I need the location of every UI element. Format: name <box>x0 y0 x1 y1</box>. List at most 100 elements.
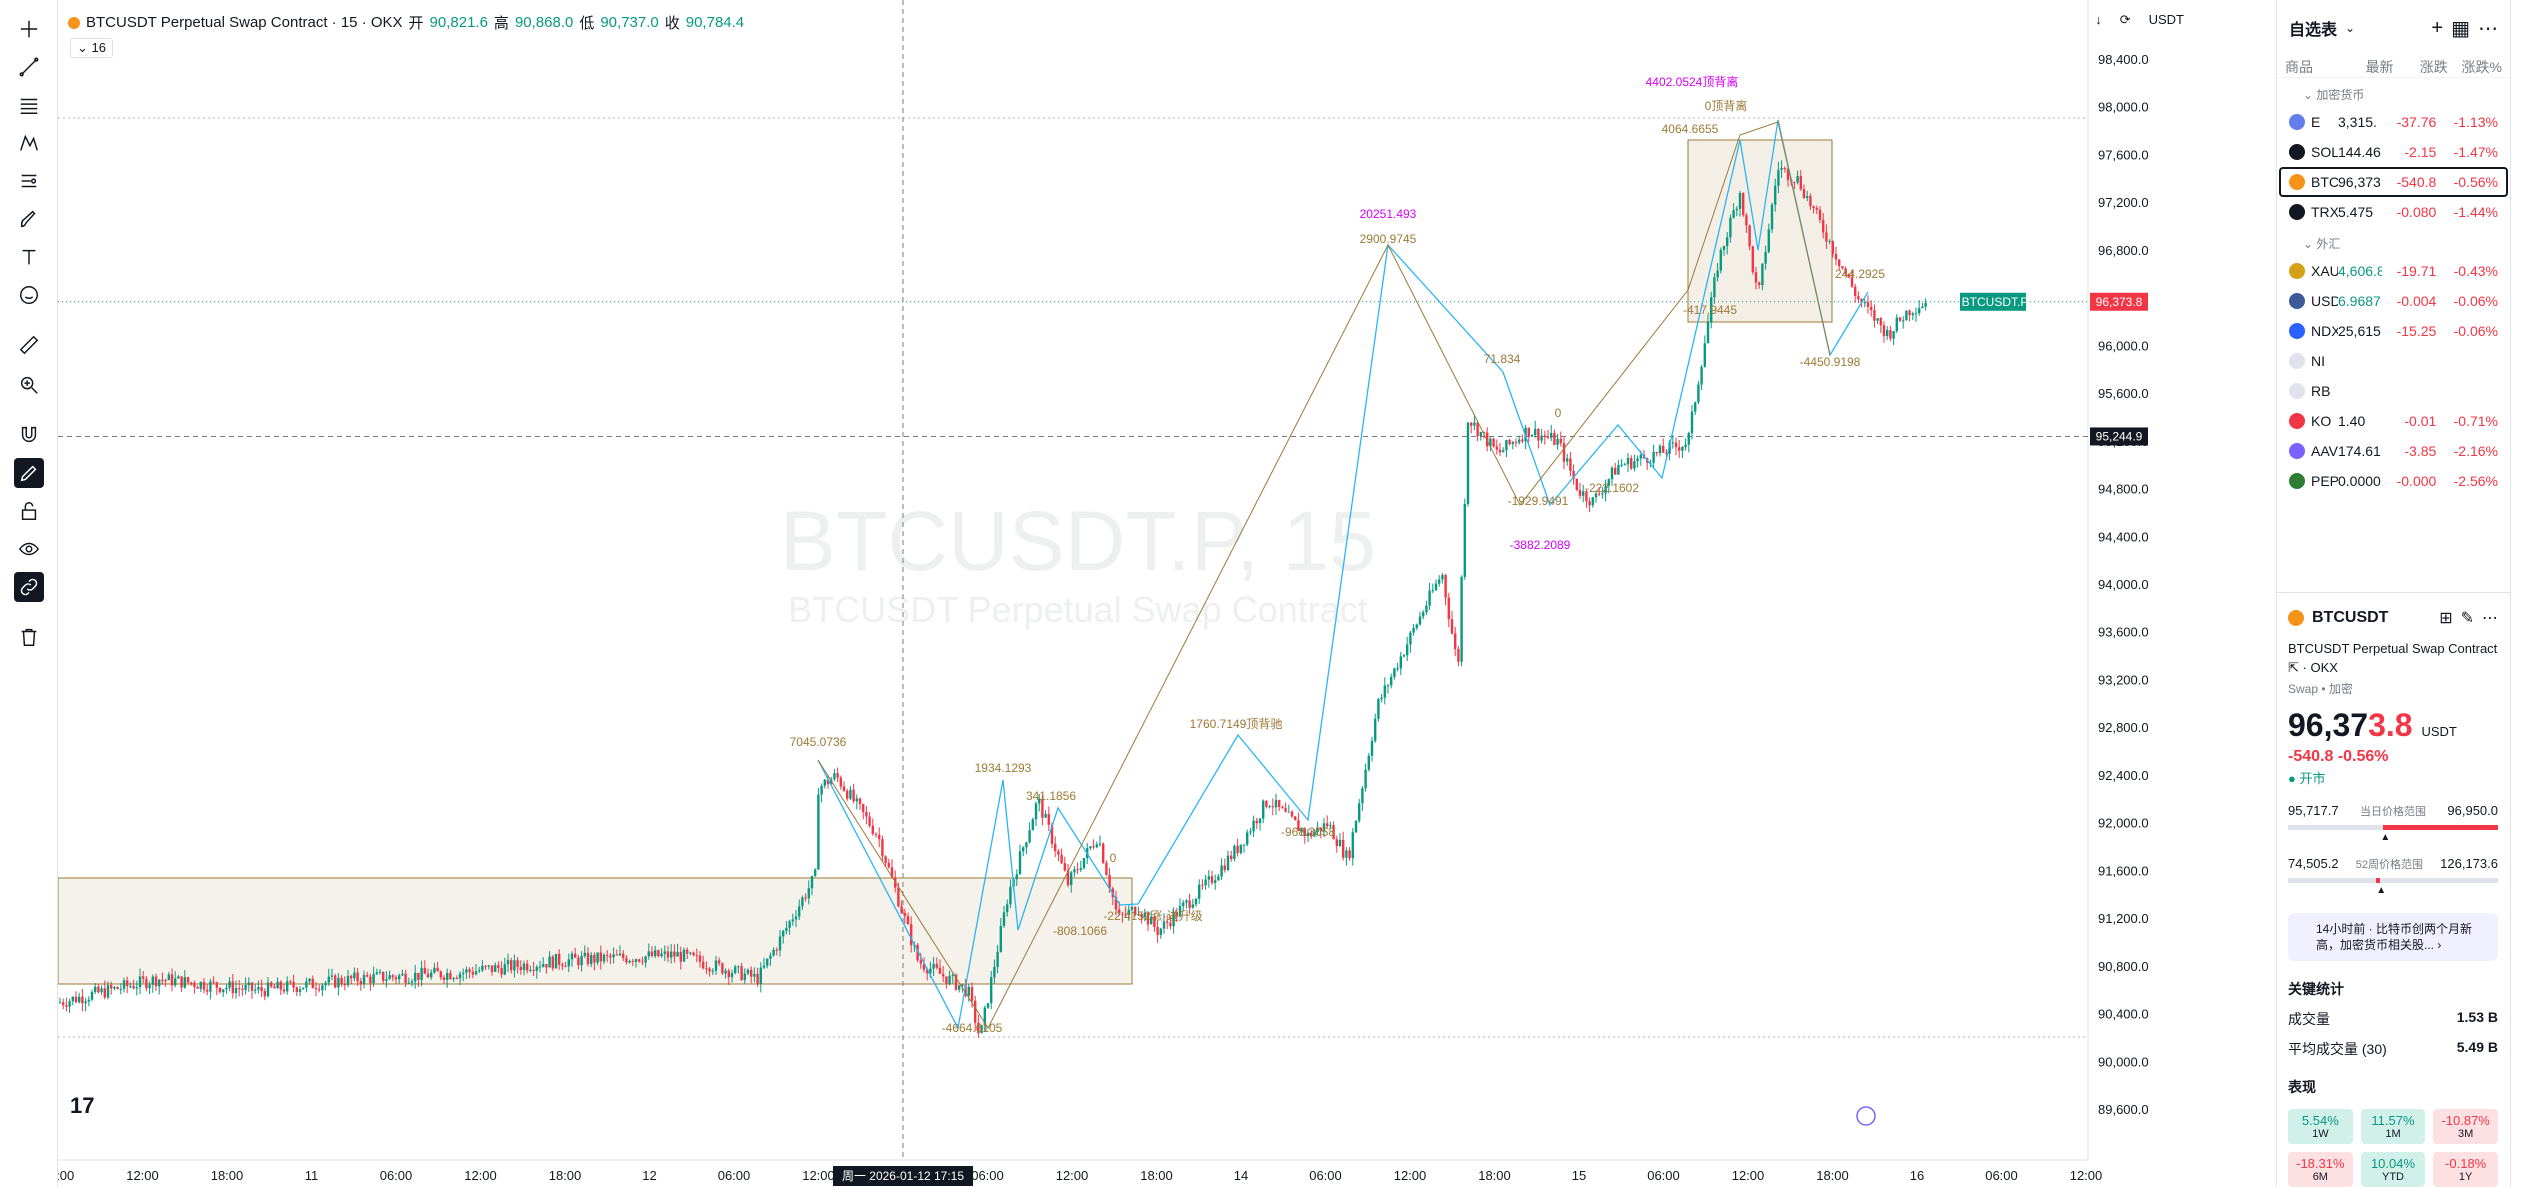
candle-body <box>1031 819 1034 831</box>
candle-body <box>74 996 78 1003</box>
flash-icon <box>1856 1106 1876 1126</box>
detail-exchange[interactable]: OKX <box>2310 660 2338 675</box>
watchlist-title[interactable]: 自选表 <box>2289 22 2338 39</box>
symbol-logo-icon <box>2289 293 2305 309</box>
col-change[interactable]: 涨跌 <box>2419 58 2448 75</box>
candle-body <box>241 989 244 991</box>
candle-body <box>1274 799 1278 808</box>
external-link-icon[interactable]: ⇱ <box>2288 660 2299 675</box>
news-text[interactable]: 14小时前 · 比特币创两个月新高，加密货币相关股... <box>2316 922 2473 952</box>
col-change-pct[interactable]: 涨跌% <box>2461 58 2502 75</box>
currency-selector[interactable]: USDT <box>2148 12 2184 27</box>
ruler-tool-icon[interactable] <box>14 330 44 360</box>
candle-body <box>321 985 324 991</box>
watchlist-row[interactable]: BTC 96,373 -540.8 -0.56% <box>2279 167 2508 197</box>
col-last[interactable]: 最新 <box>2365 58 2394 75</box>
perf-cell[interactable]: 10.04% YTD <box>2360 1152 2426 1187</box>
candle-body <box>1422 612 1425 617</box>
watchlist-row[interactable]: TRX 5.475 -0.080 -1.44% <box>2279 197 2508 227</box>
time-tick-label: 18:00 <box>1478 1168 1511 1183</box>
candle-body <box>1444 575 1447 598</box>
watchlist-section-header[interactable]: ⌄ 加密货币 <box>2303 88 2365 102</box>
candle-body <box>1751 246 1754 273</box>
indicator-collapse-button[interactable]: ⌄ 16 <box>70 38 113 58</box>
grid-icon[interactable]: ⊞ <box>2439 610 2453 627</box>
stay-drawing-icon[interactable] <box>14 458 44 488</box>
magnet-tool-icon[interactable] <box>14 420 44 450</box>
candle-body <box>180 976 183 988</box>
watchlist-row[interactable]: XAU 4,606.8 -19.71 -0.43% <box>2279 256 2508 286</box>
range-box <box>58 877 1133 985</box>
perf-cell[interactable]: 11.57% 1M <box>2360 1109 2426 1144</box>
arrow-down-icon[interactable]: ↓ <box>2095 12 2102 27</box>
watchlist-row[interactable]: NI <box>2279 346 2508 376</box>
candle-body <box>804 897 807 899</box>
watchlist-row[interactable]: PEPE0.0000 -0.000 -2.56% <box>2279 466 2508 496</box>
chevron-down-icon[interactable]: ⌄ <box>2345 21 2356 35</box>
more-icon[interactable]: ⋯ <box>2482 610 2498 627</box>
candle-body <box>986 1003 990 1008</box>
detail-symbol[interactable]: BTCUSDT <box>2312 609 2389 626</box>
candle-body <box>238 988 241 990</box>
crosshair-tool-icon[interactable] <box>14 14 44 44</box>
candle-body <box>567 959 570 967</box>
candle-body <box>1674 442 1678 448</box>
candle-body <box>1380 697 1383 700</box>
col-symbol[interactable]: 商品 <box>2285 58 2313 75</box>
refresh-icon[interactable]: ⟳ <box>2119 12 2131 27</box>
candle-body <box>1882 325 1886 337</box>
zoom-tool-icon[interactable] <box>14 370 44 400</box>
perf-cell[interactable]: 5.54% 1W <box>2288 1109 2353 1144</box>
emoji-tool-icon[interactable] <box>14 280 44 310</box>
chart-title[interactable]: BTCUSDT Perpetual Swap Contract · 15 · O… <box>86 14 403 31</box>
perf-cell[interactable]: -0.18% 1Y <box>2433 1152 2498 1187</box>
candle-body <box>775 949 778 951</box>
candle-body <box>1098 843 1102 845</box>
edit-icon[interactable]: ✎ <box>2460 610 2474 627</box>
candle-body <box>1697 384 1700 403</box>
fib-tool-icon[interactable] <box>14 90 44 120</box>
candle-body <box>1306 832 1310 837</box>
candle-body <box>1006 904 1009 913</box>
add-symbol-icon[interactable]: + <box>2431 16 2444 39</box>
candle-body <box>1543 435 1546 437</box>
lock-icon[interactable] <box>14 496 44 526</box>
forecast-tool-icon[interactable] <box>14 166 44 196</box>
text-tool-icon[interactable] <box>14 242 44 272</box>
candle-body <box>302 987 305 990</box>
candle-body <box>257 987 260 990</box>
more-icon[interactable]: ⋯ <box>2478 17 2498 40</box>
link-icon[interactable] <box>14 572 44 602</box>
candle-body <box>1220 865 1223 877</box>
layout-icon[interactable]: ▦ <box>2451 17 2470 40</box>
candle-body <box>593 954 596 963</box>
watchlist-row[interactable]: USD 6.9687 -0.004 -0.06% <box>2279 286 2508 316</box>
perf-cell[interactable]: -10.87% 3M <box>2433 1109 2498 1144</box>
candle-body <box>609 955 612 958</box>
watchlist-row[interactable]: SOL 144.46 -2.15 -1.47% <box>2279 137 2508 167</box>
candle-body <box>1489 438 1492 447</box>
watchlist-row[interactable]: RB <box>2279 376 2508 406</box>
brush-tool-icon[interactable] <box>14 204 44 234</box>
watchlist-row[interactable]: NDX 25,615 -15.25 -0.06% <box>2279 316 2508 346</box>
perf-cell[interactable]: -18.31% 6M <box>2288 1152 2353 1187</box>
watchlist-row[interactable]: KO 1.40 -0.01 -0.71% <box>2279 406 2508 436</box>
candle-body <box>1134 906 1137 915</box>
candle-body <box>814 869 817 876</box>
news-card[interactable]: 14小时前 · 比特币创两个月新高，加密货币相关股... › <box>2288 913 2498 961</box>
watchlist-row[interactable]: AAVE174.61 -3.85 -2.16% <box>2279 436 2508 466</box>
price-chart[interactable]: 98,400.0 98,000.0 97,600.0 97,200.0 96,800.0… <box>58 0 2208 1187</box>
watchlist-symbol: PEPE <box>2311 473 2338 489</box>
candle-body <box>1239 844 1242 853</box>
eye-icon[interactable] <box>14 534 44 564</box>
pattern-tool-icon[interactable] <box>14 128 44 158</box>
watchlist-section-header[interactable]: ⌄ 外汇 <box>2303 237 2341 251</box>
chart-pane[interactable]: 98,400.0 98,000.0 97,600.0 97,200.0 96,800.0… <box>58 0 2208 1187</box>
watchlist-row[interactable]: E 3,315. -37.76 -1.13% <box>2279 107 2508 137</box>
trendline-tool-icon[interactable] <box>14 52 44 82</box>
trash-icon[interactable] <box>14 622 44 652</box>
watchlist-symbol: TRX <box>2311 204 2338 220</box>
chevron-right-icon[interactable]: › <box>2437 938 2442 952</box>
watchlist-panel: 自选表 ⌄ + ▦ ⋯ 商品 最新 涨跌 涨跌% ⌄ 加密货币 E 3,315. -3… <box>2276 0 2510 1187</box>
candle-body <box>1828 241 1831 243</box>
